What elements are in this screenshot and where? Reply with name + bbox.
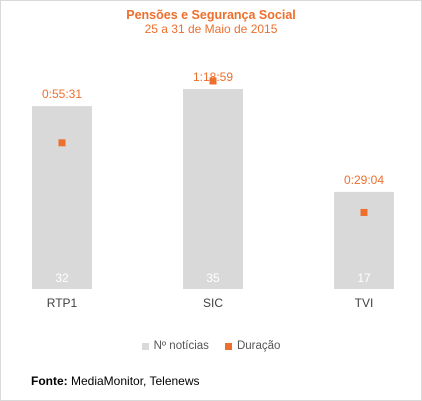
duration-marker-sic bbox=[209, 77, 217, 85]
source-text: MediaMonitor, Telenews bbox=[71, 374, 200, 388]
bar-sic bbox=[183, 89, 243, 289]
chart-title: Pensões e Segurança Social bbox=[126, 8, 296, 22]
chart-legend: Nº notícias Duração bbox=[0, 340, 422, 352]
bar-rtp1 bbox=[32, 106, 92, 290]
bar-value-label: 35 bbox=[206, 271, 220, 285]
duration-marker-tvi bbox=[360, 208, 368, 216]
x-tick-label: SIC bbox=[203, 296, 223, 310]
duration-label: 0:55:31 bbox=[42, 87, 82, 101]
legend-swatch-bar bbox=[141, 342, 149, 350]
x-tick-label: RTP1 bbox=[47, 296, 78, 310]
bar-tvi bbox=[334, 191, 394, 289]
chart-subtitle: 25 a 31 de Maio de 2015 bbox=[144, 22, 278, 36]
source-note: Fonte: MediaMonitor, Telenews bbox=[31, 374, 200, 388]
source-label: Fonte: bbox=[31, 374, 68, 388]
legend-label-duracao: Duração bbox=[236, 340, 281, 352]
x-tick-label: TVI bbox=[355, 296, 374, 310]
legend-item-noticias: Nº notícias bbox=[141, 340, 209, 352]
bar-value-label: 32 bbox=[55, 271, 69, 285]
bar-value-label: 17 bbox=[357, 271, 371, 285]
duration-label: 0:29:04 bbox=[344, 173, 384, 187]
duration-marker-rtp1 bbox=[58, 139, 66, 147]
legend-item-duracao: Duração bbox=[224, 340, 281, 352]
legend-swatch-marker bbox=[224, 342, 232, 350]
legend-label-noticias: Nº notícias bbox=[153, 340, 209, 352]
duration-label: 1:18:59 bbox=[193, 70, 233, 84]
